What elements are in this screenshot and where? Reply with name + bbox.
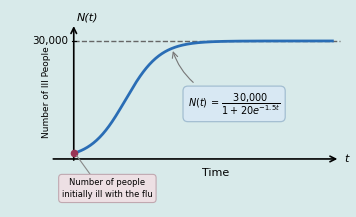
Text: t: t	[344, 154, 349, 164]
Text: Number of Ill People: Number of Ill People	[42, 46, 51, 138]
Text: Number of people
initially ill with the flu: Number of people initially ill with the …	[62, 178, 153, 199]
Text: $N(t)\,=\,\dfrac{30{,}000}{1+20e^{-1.5t}}$: $N(t)\,=\,\dfrac{30{,}000}{1+20e^{-1.5t}…	[188, 91, 280, 117]
Text: N(t): N(t)	[76, 12, 98, 22]
Text: 30,000: 30,000	[33, 36, 69, 46]
Text: Time: Time	[202, 168, 230, 178]
